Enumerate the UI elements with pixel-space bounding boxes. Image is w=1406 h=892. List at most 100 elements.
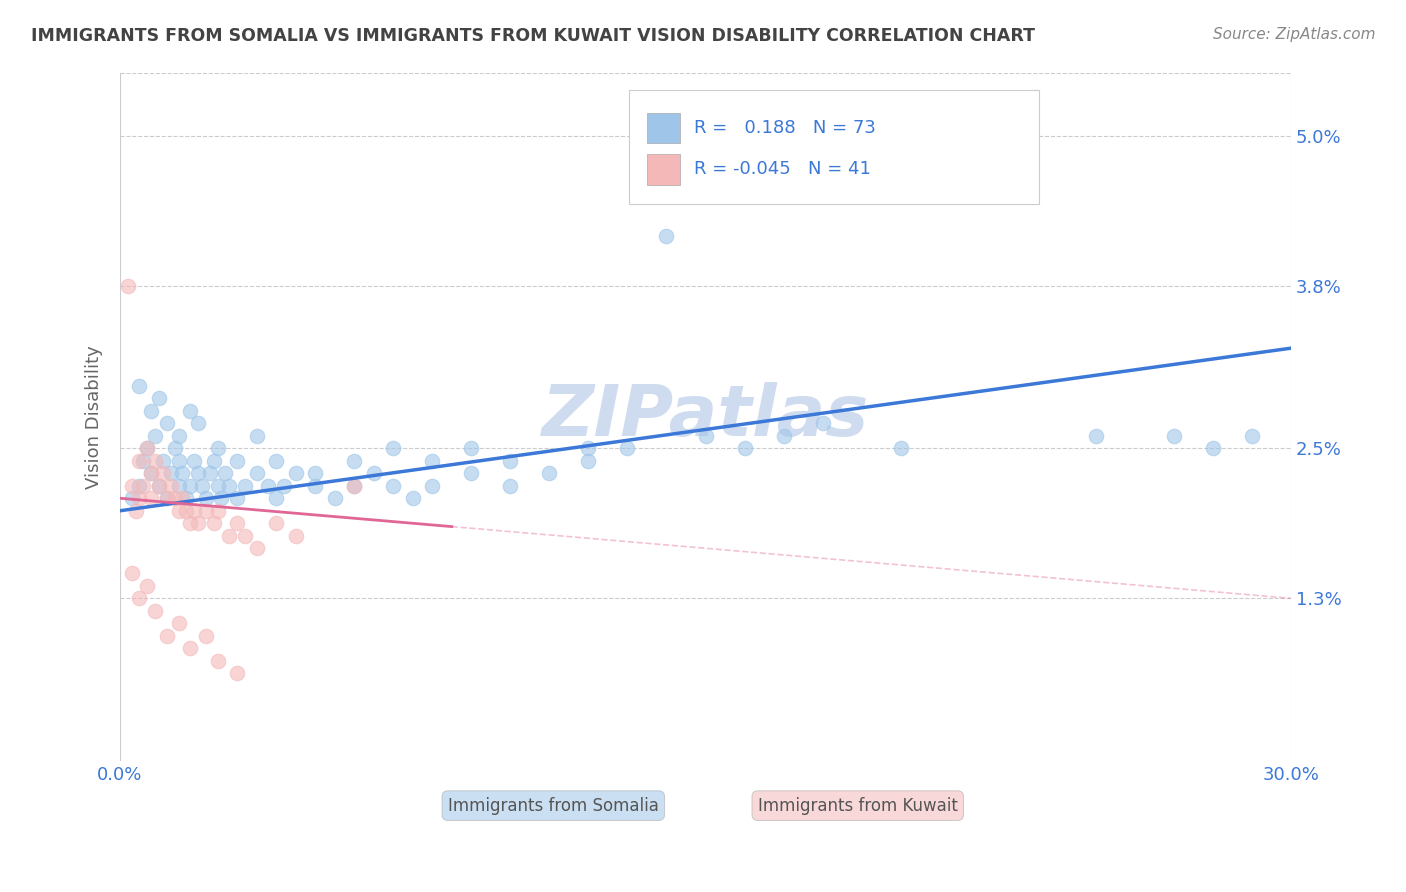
- FancyBboxPatch shape: [630, 90, 1039, 203]
- Point: [194, 504, 217, 518]
- Point: [245, 541, 267, 556]
- Point: [152, 467, 174, 481]
- Point: [218, 479, 240, 493]
- Point: [179, 516, 201, 531]
- Point: [264, 454, 287, 468]
- Point: [148, 479, 170, 493]
- Point: [132, 479, 155, 493]
- Point: [172, 491, 194, 506]
- Point: [264, 516, 287, 531]
- Point: [207, 441, 229, 455]
- Point: [128, 378, 150, 392]
- Point: [187, 467, 209, 481]
- Point: [363, 467, 385, 481]
- Point: [382, 441, 405, 455]
- Point: [233, 529, 256, 543]
- Point: [616, 441, 638, 455]
- Point: [499, 479, 522, 493]
- Point: [143, 428, 166, 442]
- Point: [117, 278, 139, 293]
- Point: [226, 454, 249, 468]
- Point: [124, 504, 146, 518]
- Point: [198, 467, 221, 481]
- Point: [156, 416, 179, 430]
- Bar: [647, 112, 679, 144]
- Point: [211, 491, 233, 506]
- Point: [194, 629, 217, 643]
- Point: [257, 479, 280, 493]
- Point: [207, 654, 229, 668]
- Point: [183, 504, 205, 518]
- Point: [772, 428, 794, 442]
- Point: [136, 441, 159, 455]
- Point: [1084, 428, 1107, 442]
- Point: [420, 454, 443, 468]
- Point: [420, 479, 443, 493]
- Point: [167, 454, 190, 468]
- Point: [226, 666, 249, 681]
- Text: R = -0.045   N = 41: R = -0.045 N = 41: [693, 161, 870, 178]
- Point: [226, 516, 249, 531]
- Point: [148, 479, 170, 493]
- Text: IMMIGRANTS FROM SOMALIA VS IMMIGRANTS FROM KUWAIT VISION DISABILITY CORRELATION : IMMIGRANTS FROM SOMALIA VS IMMIGRANTS FR…: [31, 27, 1035, 45]
- Point: [538, 467, 561, 481]
- Point: [128, 591, 150, 606]
- Point: [202, 454, 225, 468]
- Point: [176, 491, 198, 506]
- Point: [245, 467, 267, 481]
- Point: [187, 516, 209, 531]
- Point: [167, 428, 190, 442]
- Point: [1240, 428, 1263, 442]
- Text: R =   0.188   N = 73: R = 0.188 N = 73: [693, 119, 876, 137]
- Point: [128, 454, 150, 468]
- Text: Immigrants from Kuwait: Immigrants from Kuwait: [758, 797, 957, 814]
- Point: [167, 616, 190, 631]
- Point: [218, 529, 240, 543]
- Point: [273, 479, 295, 493]
- Point: [128, 479, 150, 493]
- Point: [179, 641, 201, 656]
- Point: [343, 479, 366, 493]
- Point: [402, 491, 425, 506]
- Point: [734, 441, 756, 455]
- Point: [167, 479, 190, 493]
- Point: [811, 416, 834, 430]
- Point: [576, 454, 599, 468]
- Point: [460, 467, 482, 481]
- Point: [695, 428, 717, 442]
- Point: [1163, 428, 1185, 442]
- Point: [148, 391, 170, 405]
- Point: [194, 491, 217, 506]
- Point: [159, 479, 181, 493]
- Point: [163, 441, 186, 455]
- Point: [207, 479, 229, 493]
- Point: [343, 479, 366, 493]
- Point: [121, 491, 143, 506]
- Point: [655, 228, 678, 243]
- Point: [183, 454, 205, 468]
- Point: [159, 467, 181, 481]
- Point: [207, 504, 229, 518]
- Point: [460, 441, 482, 455]
- Point: [163, 491, 186, 506]
- Point: [226, 491, 249, 506]
- Point: [156, 491, 179, 506]
- Point: [1202, 441, 1225, 455]
- Point: [141, 467, 163, 481]
- Point: [156, 491, 179, 506]
- Point: [128, 491, 150, 506]
- Point: [121, 566, 143, 581]
- Point: [187, 416, 209, 430]
- Point: [284, 467, 307, 481]
- Point: [890, 441, 912, 455]
- Point: [172, 467, 194, 481]
- Point: [304, 467, 326, 481]
- Point: [245, 428, 267, 442]
- Point: [156, 629, 179, 643]
- Point: [141, 467, 163, 481]
- Point: [214, 467, 236, 481]
- Point: [132, 454, 155, 468]
- Point: [179, 403, 201, 417]
- Point: [499, 454, 522, 468]
- Point: [136, 579, 159, 593]
